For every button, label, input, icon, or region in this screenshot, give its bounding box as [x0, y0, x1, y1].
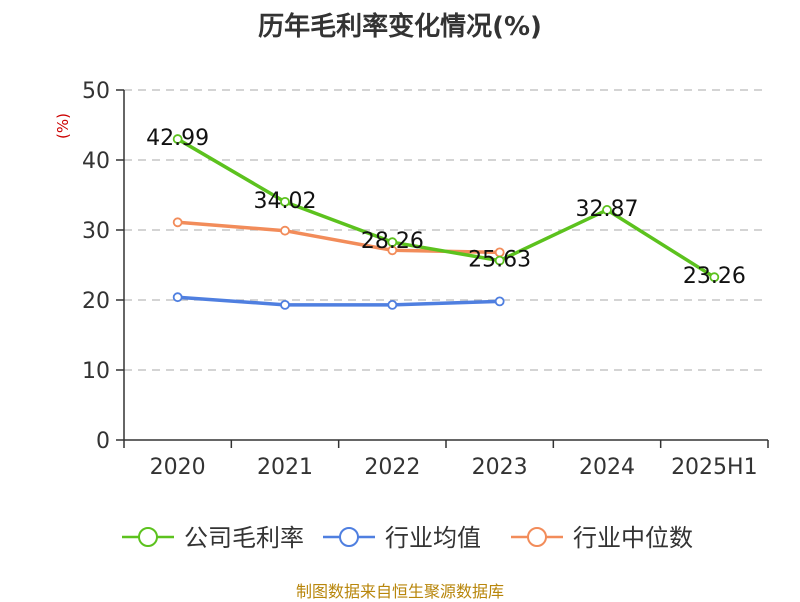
y-tick-label: 10 — [82, 359, 110, 384]
data-point — [172, 217, 183, 228]
x-tick-label: 2021 — [257, 455, 313, 480]
legend-label: 公司毛利率 — [184, 524, 304, 552]
data-point — [280, 299, 290, 310]
data-label: 23.26 — [683, 264, 746, 289]
y-tick-label: 20 — [82, 289, 110, 314]
axes: 0 10 20 30 40 50 2020 2021 2022 2023 2024 2025H1 — [82, 79, 769, 480]
legend-marker — [138, 527, 158, 547]
data-point — [602, 205, 612, 215]
data-label: 32.87 — [576, 197, 639, 222]
data-label: 25.63 — [468, 248, 531, 273]
data-label: 34.02 — [254, 189, 317, 214]
data-point — [387, 237, 398, 248]
data-label: 28.26 — [361, 229, 424, 254]
data-point — [172, 134, 183, 144]
x-tick-label: 2023 — [472, 455, 528, 480]
y-tick-label: 50 — [82, 79, 110, 104]
data-label: 42.99 — [146, 126, 209, 151]
x-tick-label: 2024 — [579, 455, 635, 480]
legend-marker — [339, 527, 359, 547]
legend-label: 行业中位数 — [573, 524, 693, 552]
data-point — [387, 299, 398, 310]
chart-title: 历年毛利率变化情况(%) — [258, 12, 542, 42]
data-point — [494, 255, 505, 266]
x-tick-label: 2022 — [364, 455, 420, 480]
gridlines — [124, 89, 768, 371]
data-labels: 42.99 34.02 28.26 25.63 32.87 23.26 — [146, 126, 746, 289]
data-point — [280, 225, 290, 236]
data-point — [709, 272, 720, 283]
data-point — [280, 196, 290, 207]
x-tick-label: 2020 — [150, 455, 206, 480]
legend-label: 行业均值 — [385, 524, 481, 552]
series-line-2 — [177, 295, 500, 307]
y-tick-label: 30 — [82, 219, 110, 244]
y-tick-label: 0 — [96, 429, 110, 454]
series-line-3 — [177, 220, 500, 255]
legend: 公司毛利率 行业均值 行业中位数 — [122, 524, 693, 552]
source-note: 制图数据来自恒生聚源数据库 — [295, 582, 504, 601]
series-line-1 — [176, 137, 716, 279]
x-tick-label: 2025H1 — [671, 455, 758, 480]
y-tick-label: 40 — [82, 149, 110, 174]
data-point — [172, 292, 183, 303]
data-point — [494, 296, 505, 307]
series-lines — [172, 134, 720, 310]
y-axis-unit-label: (%) — [54, 113, 72, 139]
legend-marker — [527, 527, 547, 547]
